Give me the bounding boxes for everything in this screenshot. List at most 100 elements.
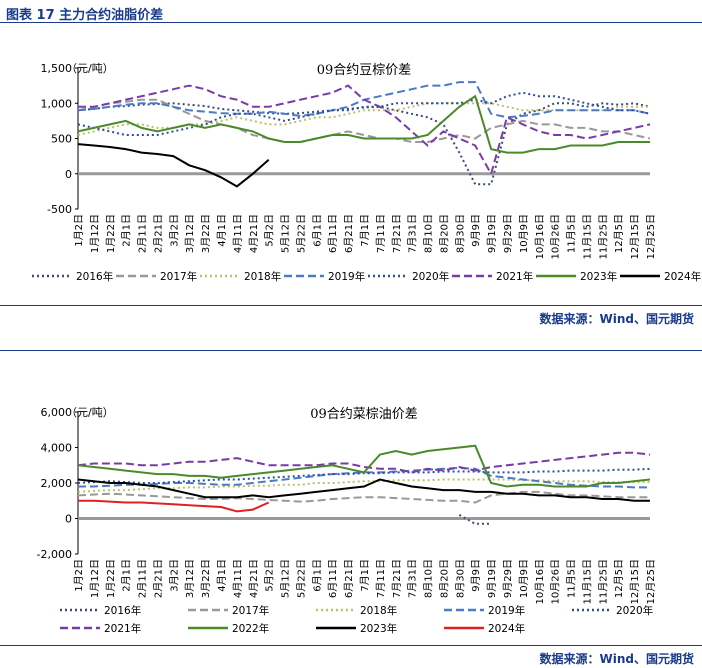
legend-label-2020年: 2020年 [616, 604, 653, 617]
x-tick-label: 11月5日 [566, 214, 578, 253]
x-tick-label: 5月12日 [280, 559, 292, 598]
legend-label-2024年: 2024年 [488, 622, 525, 635]
series-line-2020年 [77, 91, 651, 136]
x-tick-label: 2月21日 [152, 214, 164, 253]
x-tick-label: 5月2日 [264, 559, 276, 592]
x-tick-label: 9月29日 [502, 559, 514, 598]
source-label-2: 数据来源：Wind、国元期货 [539, 652, 694, 666]
x-tick-label: 6月1日 [311, 214, 323, 247]
x-tick-label: 3月2日 [168, 559, 180, 592]
x-tick-label: 8月30日 [454, 559, 466, 598]
x-tick-label: 10月26日 [550, 214, 562, 259]
x-tick-label: 8月10日 [423, 559, 435, 598]
series-line-2021年 [78, 84, 651, 177]
x-tick-label: 8月30日 [454, 214, 466, 253]
y-axis-label: （元/吨） [66, 406, 114, 419]
figure-title: 图表 17 主力合约油脂价差 [6, 8, 164, 23]
x-tick-label: 2月11日 [137, 214, 149, 253]
chart-rapeseed-palm-spread: 6,000 4,000 2,000 0 -2,000 （元/吨） 09合约菜棕油价差 1月2日… [37, 406, 657, 635]
x-tick-label: 4月21日 [248, 559, 260, 598]
divider-mid [0, 350, 702, 351]
legend-label-2019年: 2019年 [328, 270, 365, 283]
legend-label-2020年: 2020年 [412, 270, 449, 283]
series-line-2023年 [77, 94, 650, 154]
legend-label-2018年: 2018年 [244, 270, 281, 283]
series-line-2018年 [77, 478, 650, 493]
series-line-2024年 [77, 143, 270, 188]
legend-label-2019年: 2019年 [488, 604, 525, 617]
x-tick-label: 9月19日 [486, 559, 498, 598]
x-tick-label: 12月15日 [629, 214, 641, 259]
chart-title: 09合约菜棕油价差 [310, 407, 418, 422]
x-tick-label: 11月15日 [581, 214, 593, 259]
y-tick-label: 500 [51, 133, 72, 146]
legend-label-2021年: 2021年 [104, 622, 141, 635]
y-tick-label: 2,000 [41, 477, 73, 490]
x-tick-label: 6月21日 [343, 559, 355, 598]
y-tick-label: 0 [65, 168, 72, 181]
legend-label-2022年: 2022年 [232, 622, 269, 635]
x-tick-label: 7月31日 [407, 214, 419, 253]
x-tick-label: 7月11日 [375, 559, 387, 598]
divider-bottom [0, 645, 702, 646]
x-tick-label: 12月25日 [645, 559, 657, 604]
series-line-2021年 [77, 451, 651, 474]
x-tick-label: 7月21日 [391, 559, 403, 598]
x-tick-label: 6月11日 [327, 559, 339, 598]
x-tick-label: 9月29日 [502, 214, 514, 253]
x-tick-label: 9月9日 [470, 214, 482, 247]
x-tick-label: 2月1日 [121, 214, 133, 247]
x-tick-label: 1月12日 [89, 214, 101, 253]
y-tick-label: 4,000 [41, 442, 73, 455]
series-line-2016年 [458, 514, 492, 525]
y-tick-label: 0 [65, 513, 72, 526]
x-tick-label: 9月9日 [470, 559, 482, 592]
x-tick-label: 3月22日 [200, 559, 212, 598]
x-tick-label: 5月12日 [280, 214, 292, 253]
x-tick-label: 11月25日 [597, 559, 609, 604]
x-tick-label: 9月19日 [486, 214, 498, 253]
x-tick-label: 4月11日 [232, 214, 244, 253]
legend-label-2021年: 2021年 [496, 270, 533, 283]
x-tick-label: 10月16日 [534, 559, 546, 604]
x-tick-label: 12月25日 [645, 214, 657, 259]
x-tick-label: 4月21日 [248, 214, 260, 253]
x-tick-label: 11月5日 [566, 559, 578, 598]
x-tick-label: 1月12日 [89, 559, 101, 598]
x-tick-label: 10月16日 [534, 214, 546, 259]
x-tick-label: 7月31日 [407, 559, 419, 598]
x-tick-label: 11月25日 [597, 214, 609, 259]
x-tick-label: 4月1日 [216, 559, 228, 592]
legend-label-2016年: 2016年 [104, 604, 141, 617]
x-tick-label: 5月22日 [295, 214, 307, 253]
legend-label-2017年: 2017年 [160, 270, 197, 283]
x-tick-label: 1月2日 [73, 559, 85, 592]
x-tick-label: 3月12日 [184, 214, 196, 253]
x-tick-label: 7月21日 [391, 214, 403, 253]
legend-label-2017年: 2017年 [232, 604, 269, 617]
series-line-2017年 [77, 98, 651, 143]
chart-title: 09合约豆棕价差 [317, 63, 412, 78]
y-tick-label: 6,000 [41, 406, 73, 419]
x-tick-label: 5月22日 [295, 559, 307, 598]
x-tick-label: 11月15日 [581, 559, 593, 604]
x-tick-label: 8月20日 [438, 559, 450, 598]
x-tick-label: 3月2日 [168, 214, 180, 247]
x-tick-label: 7月1日 [359, 559, 371, 592]
x-tick-label: 12月15日 [629, 559, 641, 604]
x-tick-label: 10月9日 [518, 214, 530, 253]
x-tick-label: 6月1日 [311, 559, 323, 592]
legend-label-2023年: 2023年 [580, 270, 617, 283]
series-line-2016年 [77, 102, 651, 186]
legend-label-2023年: 2023年 [360, 622, 397, 635]
x-tick-label: 12月5日 [613, 214, 625, 253]
x-tick-label: 12月5日 [613, 559, 625, 598]
chart-soy-palm-spread: 1,500 1,000 500 0 -500 （元/吨） 09合约豆棕价差 1月2日 1月12日… [32, 62, 701, 283]
series-line-2023年 [77, 478, 650, 502]
y-tick-label: 1,500 [41, 62, 73, 75]
x-tick-label: 1月22日 [105, 559, 117, 598]
y-axis-label: （元/吨） [66, 62, 114, 75]
series-line-2024年 [78, 499, 270, 513]
y-tick-label: -2,000 [37, 548, 72, 561]
x-tick-label: 6月11日 [327, 214, 339, 253]
